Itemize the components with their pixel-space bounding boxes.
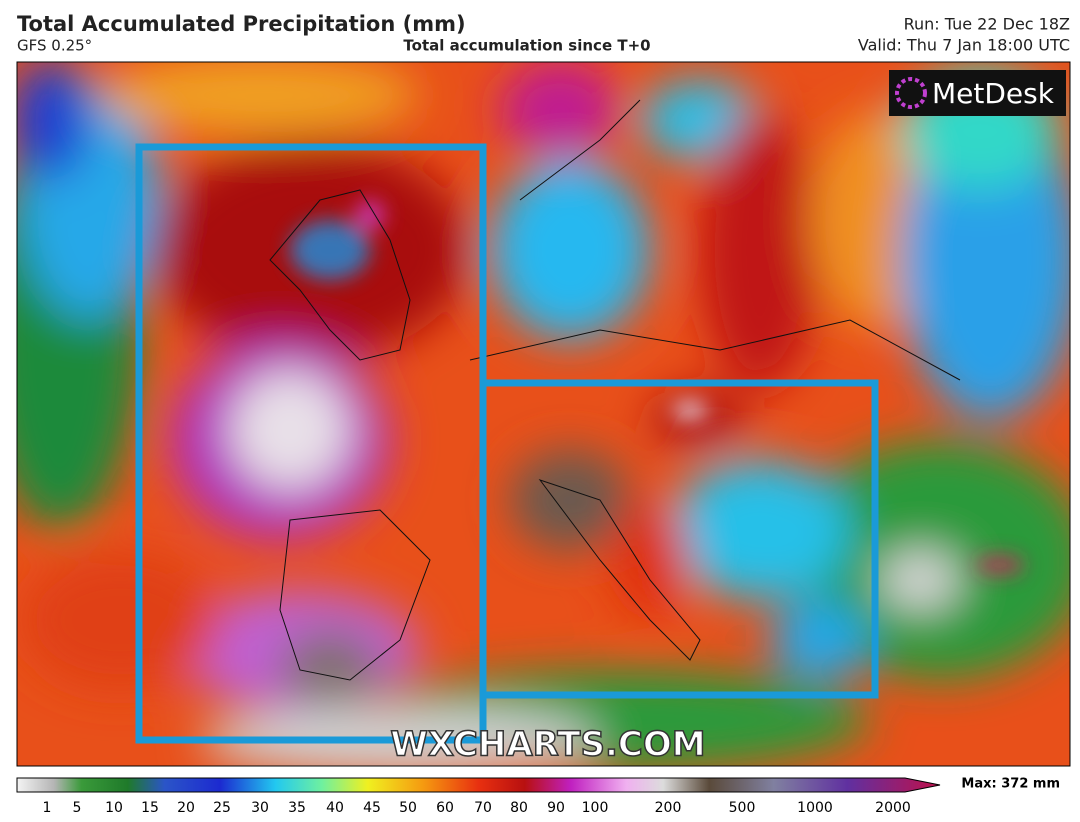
colorbar-tick-label: 2000 — [875, 800, 911, 816]
colorbar-tick-label: 90 — [547, 800, 565, 816]
colorbar-tick-label: 1000 — [797, 800, 833, 816]
colorbar-tick-label: 35 — [288, 800, 306, 816]
colorbar-tick-label: 25 — [213, 800, 231, 816]
title: Total Accumulated Precipitation (mm) — [17, 12, 466, 36]
colorbar-tick-label: 20 — [177, 800, 195, 816]
max-label: Max: 372 mm — [961, 777, 1060, 792]
colorbar-tick-label: 70 — [474, 800, 492, 816]
colorbar-tick-label: 30 — [251, 800, 269, 816]
colorbar-tick-label: 500 — [729, 800, 756, 816]
run-label: Run: Tue 22 Dec 18Z — [904, 15, 1070, 34]
colorbar-tick-label: 60 — [436, 800, 454, 816]
colorbar-tick-label: 80 — [510, 800, 528, 816]
valid-label: Valid: Thu 7 Jan 18:00 UTC — [858, 36, 1070, 55]
colorbar-tick-label: 50 — [399, 800, 417, 816]
logo-box — [889, 70, 1066, 116]
colorbar-tick-label: 5 — [73, 800, 82, 816]
colorbar-tick-label: 100 — [582, 800, 609, 816]
precipitation-map: MetDesk WXCHARTS.COM — [17, 62, 1070, 766]
model-label: GFS 0.25° — [17, 37, 92, 55]
subtitle: Total accumulation since T+0 — [403, 37, 650, 55]
logo: MetDesk — [932, 77, 1055, 110]
colorbar-tick-label: 40 — [326, 800, 344, 816]
colorbar — [16, 777, 941, 793]
watermark: WXCHARTS.COM — [390, 725, 705, 765]
colorbar-tick-label: 15 — [141, 800, 159, 816]
colorbar-tick-label: 1 — [43, 800, 52, 816]
colorbar-tick-label: 10 — [105, 800, 123, 816]
colorbar-tick-label: 200 — [655, 800, 682, 816]
colorbar-tick-label: 45 — [363, 800, 381, 816]
